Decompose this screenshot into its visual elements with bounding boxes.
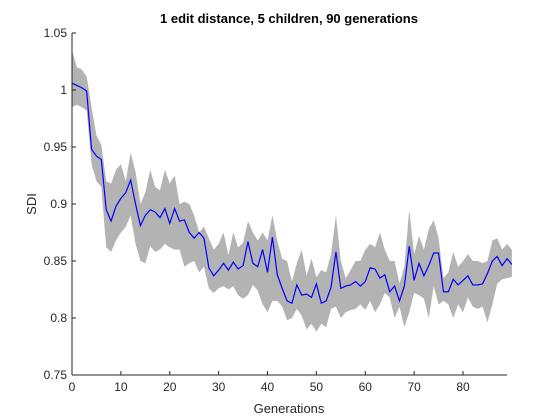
- y-tick-label: 0.75: [44, 368, 68, 382]
- x-tick-label: 30: [212, 380, 226, 394]
- x-tick-label: 40: [261, 380, 275, 394]
- x-tick-label: 0: [69, 380, 76, 394]
- y-tick-label: 0.9: [50, 197, 67, 211]
- y-axis-label: SDI: [24, 193, 39, 215]
- y-tick-label: 1: [60, 83, 67, 97]
- y-tick-label: 0.8: [50, 311, 67, 325]
- x-tick-label: 20: [163, 380, 177, 394]
- chart-title: 1 edit distance, 5 children, 90 generati…: [160, 11, 418, 26]
- y-ticks: 0.75 0.8 0.85 0.9 0.95 1 1.05: [44, 26, 76, 382]
- x-tick-label: 50: [310, 380, 324, 394]
- y-tick-label: 1.05: [44, 26, 68, 40]
- confidence-band: [72, 50, 512, 332]
- x-ticks: 0 10 20 30 40 50 60 70 80: [69, 371, 470, 394]
- x-axis-label: Generations: [254, 401, 325, 416]
- x-tick-label: 70: [407, 380, 421, 394]
- x-tick-label: 60: [359, 380, 373, 394]
- plot-area: [71, 50, 513, 332]
- y-tick-label: 0.95: [44, 140, 68, 154]
- y-tick-label: 0.85: [44, 254, 68, 268]
- x-tick-label: 10: [114, 380, 128, 394]
- mean-sdi-line: [71, 82, 513, 305]
- x-tick-label: 80: [456, 380, 470, 394]
